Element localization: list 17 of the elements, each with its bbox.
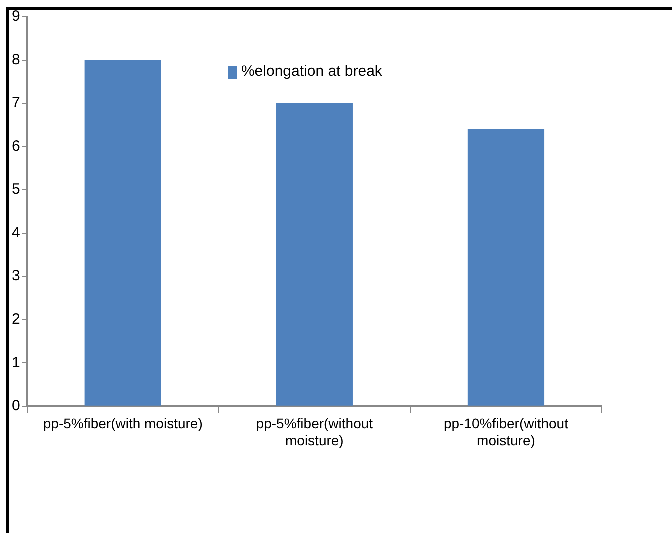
y-tick-label: 7 [12, 94, 20, 112]
y-tick-label: 8 [12, 51, 20, 68]
y-tick-label: 9 [12, 8, 20, 26]
legend-label: %elongation at break [241, 63, 383, 80]
x-tick-label: pp-5%fiber(without moisture) [256, 416, 374, 448]
bar [468, 129, 545, 406]
y-tick-label: 1 [12, 354, 20, 372]
y-tick-label: 5 [12, 181, 20, 198]
bar [276, 104, 353, 406]
bar [84, 60, 162, 406]
x-tick-label: pp-10%fiber(without moisture) [444, 416, 569, 448]
x-tick-label: pp-5%fiber(with moisture) [43, 416, 203, 432]
y-tick-label: 0 [12, 398, 20, 415]
y-tick-label: 2 [12, 311, 20, 328]
y-tick-label: 6 [12, 138, 20, 155]
y-tick-label: 3 [12, 268, 20, 285]
y-tick-label: 4 [12, 224, 20, 242]
